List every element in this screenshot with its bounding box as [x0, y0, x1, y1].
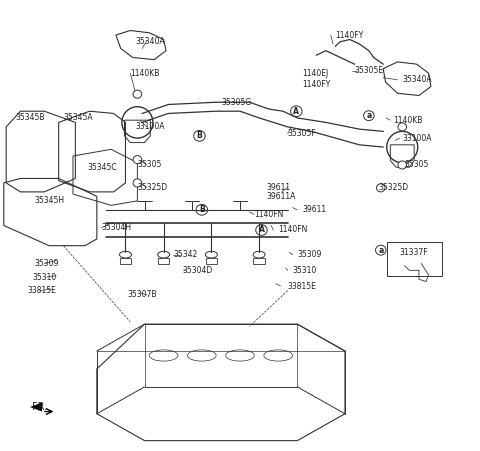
Text: 31337F: 31337F: [400, 248, 429, 257]
Circle shape: [133, 156, 142, 164]
Text: 1140KB: 1140KB: [393, 115, 422, 124]
FancyBboxPatch shape: [158, 258, 169, 263]
Polygon shape: [30, 403, 42, 411]
Text: 35345B: 35345B: [16, 114, 45, 122]
Circle shape: [398, 123, 407, 131]
Text: a: a: [366, 111, 372, 120]
Text: 33815E: 33815E: [288, 281, 317, 290]
Text: 1140KB: 1140KB: [130, 69, 160, 78]
Text: 35325D: 35325D: [137, 183, 168, 192]
Text: 35325D: 35325D: [378, 183, 408, 192]
Text: 35305: 35305: [405, 161, 429, 170]
Text: 35310: 35310: [292, 266, 317, 275]
Text: 39611: 39611: [302, 205, 326, 214]
Text: 35309: 35309: [35, 259, 59, 268]
Text: 35307B: 35307B: [128, 290, 157, 299]
Text: 35304D: 35304D: [183, 266, 213, 275]
Text: a: a: [378, 246, 384, 255]
Text: 1140FN: 1140FN: [254, 210, 284, 219]
Text: 1140FN: 1140FN: [278, 226, 308, 235]
Text: 35342: 35342: [173, 250, 197, 259]
FancyBboxPatch shape: [253, 258, 265, 263]
Text: 35305E: 35305E: [355, 66, 384, 75]
Text: 35340A: 35340A: [402, 75, 432, 84]
Text: 39611A: 39611A: [266, 192, 296, 201]
Circle shape: [133, 179, 142, 187]
FancyBboxPatch shape: [120, 258, 131, 263]
Text: 35345H: 35345H: [35, 196, 65, 205]
Text: 35305F: 35305F: [288, 129, 316, 138]
FancyBboxPatch shape: [387, 242, 442, 276]
FancyBboxPatch shape: [205, 258, 217, 263]
Text: 39611: 39611: [266, 183, 290, 192]
Text: 35309: 35309: [297, 250, 322, 259]
Text: 35305G: 35305G: [221, 98, 251, 107]
Circle shape: [376, 184, 385, 192]
Circle shape: [133, 90, 142, 98]
Text: 33100A: 33100A: [135, 122, 165, 131]
Text: 1140FY: 1140FY: [302, 80, 330, 89]
Text: 1140EJ: 1140EJ: [302, 69, 328, 78]
Text: FR.: FR.: [33, 402, 48, 412]
Text: 35345A: 35345A: [63, 114, 93, 122]
Text: 35345C: 35345C: [87, 163, 117, 172]
Circle shape: [398, 161, 407, 169]
Text: B: B: [199, 205, 204, 214]
Text: 33100A: 33100A: [402, 133, 432, 143]
Text: 35305: 35305: [137, 161, 162, 170]
Text: A: A: [259, 226, 264, 235]
Text: 35304H: 35304H: [102, 223, 132, 232]
Text: 35340A: 35340A: [135, 37, 165, 46]
Text: 35310: 35310: [33, 272, 57, 281]
Text: 1140FY: 1140FY: [336, 31, 364, 40]
Text: B: B: [197, 131, 202, 140]
Text: 33815E: 33815E: [28, 286, 57, 295]
Text: A: A: [293, 107, 299, 116]
